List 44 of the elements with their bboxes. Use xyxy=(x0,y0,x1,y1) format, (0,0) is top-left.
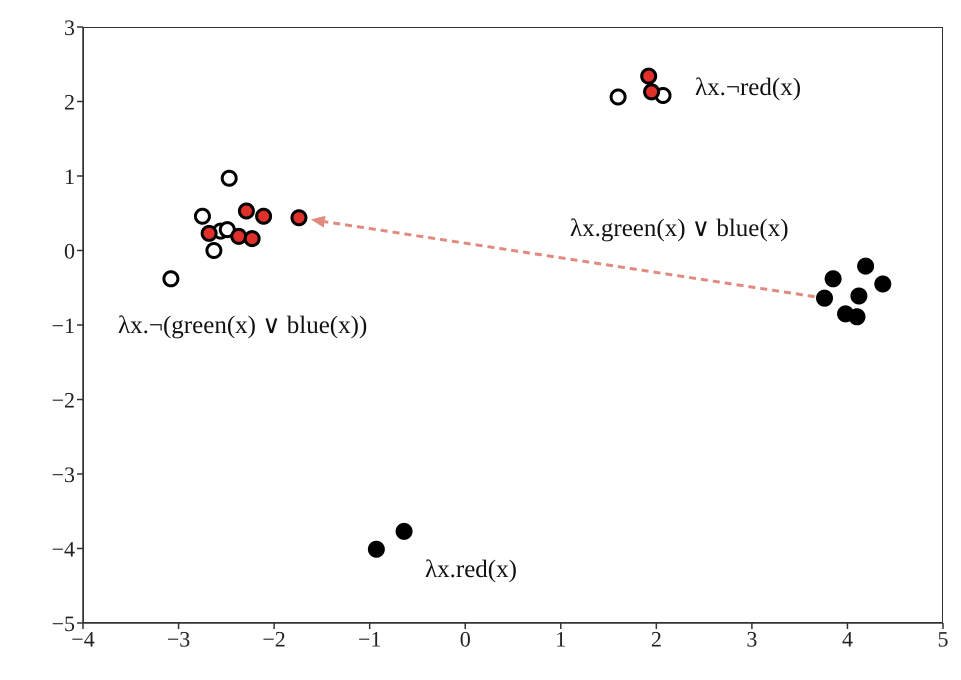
point xyxy=(162,270,180,288)
point xyxy=(218,221,236,238)
annotation: λx.¬red(x) xyxy=(695,74,802,102)
point xyxy=(850,287,868,304)
x-tick-label: −2 xyxy=(262,626,286,652)
y-tick-label: 2 xyxy=(64,89,75,114)
y-tick-label: −2 xyxy=(52,387,75,412)
point xyxy=(368,540,385,558)
x-tick-label: 3 xyxy=(746,626,758,652)
y-tick-label: 0 xyxy=(64,238,75,264)
annotation: λx.red(x) xyxy=(425,556,517,584)
x-tick-label: 4 xyxy=(842,626,853,652)
point xyxy=(816,290,834,307)
point xyxy=(200,224,218,242)
y-tick-label: −5 xyxy=(52,610,75,636)
x-tick-label: −3 xyxy=(166,626,190,652)
point xyxy=(848,308,866,326)
x-tick-label: −1 xyxy=(358,626,382,652)
point xyxy=(230,228,248,245)
point xyxy=(205,242,222,259)
point xyxy=(396,522,413,540)
y-tick-label: −1 xyxy=(52,312,75,338)
point xyxy=(244,230,261,248)
point xyxy=(220,170,238,187)
point xyxy=(255,208,272,225)
point xyxy=(643,83,660,100)
point xyxy=(824,270,842,288)
y-tick-label: −3 xyxy=(52,462,75,487)
point xyxy=(610,88,627,106)
point xyxy=(194,208,211,225)
x-tick-label: 2 xyxy=(650,626,662,652)
x-tick-label: 1 xyxy=(555,626,566,652)
point xyxy=(874,276,892,293)
y-tick-label: 1 xyxy=(64,164,75,189)
point xyxy=(857,258,874,275)
y-tick-label: −4 xyxy=(52,536,75,562)
point xyxy=(290,209,308,226)
x-tick-label: 5 xyxy=(938,626,948,652)
y-tick-label: 3 xyxy=(64,14,75,40)
point xyxy=(238,202,255,220)
x-tick-label: 0 xyxy=(460,626,471,652)
point xyxy=(640,68,658,85)
annotation: λx.¬(green(x) ∨ blue(x)) xyxy=(118,311,368,340)
annotation: λx.green(x) ∨ blue(x) xyxy=(570,214,789,243)
